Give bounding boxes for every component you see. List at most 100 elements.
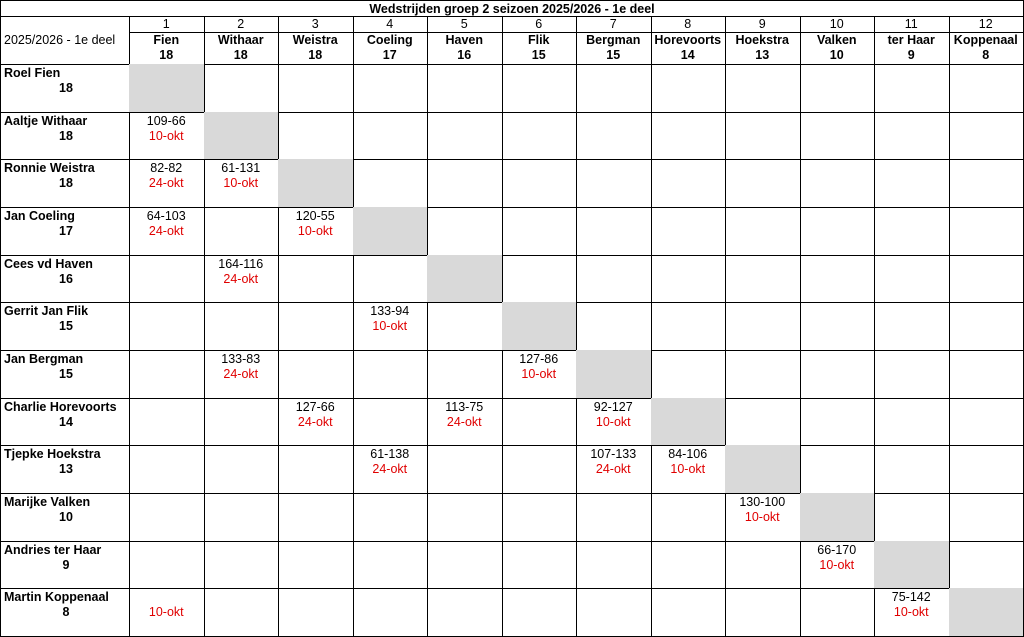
corner-cell: 2025/2026 - 1e deel bbox=[0, 16, 130, 65]
match-cell: 92-127 10-okt bbox=[576, 397, 652, 447]
row-name: Jan Bergman bbox=[4, 352, 84, 366]
diagonal-cell bbox=[352, 207, 428, 256]
match-cell bbox=[799, 445, 875, 494]
diagonal-cell bbox=[278, 159, 354, 208]
match-cell bbox=[576, 540, 652, 590]
match-cell bbox=[799, 207, 875, 256]
match-cell bbox=[948, 111, 1024, 161]
row-name: Gerrit Jan Flik bbox=[4, 304, 89, 319]
match-cell bbox=[799, 302, 875, 351]
match-cell bbox=[874, 111, 950, 161]
match-cell bbox=[129, 540, 205, 590]
row-header-cell: Jan Bergman 15 bbox=[0, 350, 130, 399]
match-cell bbox=[948, 493, 1024, 542]
row-header-cell: Jan Coeling 17 bbox=[0, 207, 130, 256]
match-cell: 107-133 24-okt bbox=[576, 445, 652, 494]
column-score: 9 bbox=[907, 48, 915, 62]
match-cell bbox=[203, 207, 279, 256]
match-cell bbox=[725, 588, 801, 637]
match-cell bbox=[650, 493, 726, 542]
match-cell bbox=[948, 64, 1024, 113]
match-cell bbox=[799, 254, 875, 304]
match-date: 10-okt bbox=[297, 224, 333, 238]
column-number-cell: 1 bbox=[129, 16, 205, 33]
match-cell bbox=[576, 302, 652, 351]
match-cell bbox=[576, 207, 652, 256]
column-name: Weistra bbox=[292, 33, 338, 47]
title-cell: Wedstrijden groep 2 seizoen 2025/2026 - … bbox=[0, 0, 1024, 17]
match-cell bbox=[352, 111, 428, 161]
column-number: 2 bbox=[237, 17, 245, 31]
row-name: Tjepke Hoekstra bbox=[4, 447, 101, 462]
column-number: 7 bbox=[609, 17, 617, 31]
column-number-cell: 7 bbox=[576, 16, 652, 33]
match-cell bbox=[501, 111, 577, 161]
column-number-cell: 8 bbox=[650, 16, 726, 33]
match-cell: 164-116 24-okt bbox=[203, 254, 279, 304]
column-header-cell: ter Haar 9 bbox=[874, 32, 950, 65]
match-cell bbox=[203, 302, 279, 351]
match-date: 24-okt bbox=[148, 176, 184, 191]
diagonal-cell bbox=[501, 302, 577, 351]
diagonal-cell bbox=[725, 445, 801, 494]
column-name: Flik bbox=[527, 33, 550, 47]
title: Wedstrijden groep 2 seizoen 2025/2026 - … bbox=[369, 2, 655, 16]
column-name: Withaar bbox=[217, 33, 264, 47]
match-result: 92-127 bbox=[593, 399, 633, 414]
match-cell bbox=[948, 397, 1024, 447]
match-cell: 133-94 10-okt bbox=[352, 302, 428, 351]
match-result: 130-100 bbox=[739, 495, 786, 509]
column-score: 18 bbox=[233, 48, 248, 62]
match-cell bbox=[874, 397, 950, 447]
column-score: 18 bbox=[159, 48, 174, 62]
column-score: 16 bbox=[457, 48, 472, 62]
match-result: 133-94 bbox=[370, 304, 410, 319]
match-cell bbox=[725, 540, 801, 590]
match-cell bbox=[203, 493, 279, 542]
match-cell bbox=[203, 588, 279, 637]
row-header-cell: Tjepke Hoekstra 13 bbox=[0, 445, 130, 494]
match-cell bbox=[427, 445, 503, 494]
match-result: 61-138 bbox=[370, 447, 410, 462]
column-score: 18 bbox=[308, 48, 323, 62]
match-cell bbox=[352, 540, 428, 590]
match-cell bbox=[352, 350, 428, 399]
row-name: Cees vd Haven bbox=[4, 256, 93, 271]
column-score: 15 bbox=[606, 48, 621, 62]
row-name: Charlie Horevoorts bbox=[4, 399, 117, 414]
match-cell bbox=[874, 254, 950, 304]
match-date: 24-okt bbox=[297, 414, 333, 429]
diagonal-cell bbox=[129, 64, 205, 113]
match-cell bbox=[278, 350, 354, 399]
column-number-cell: 6 bbox=[501, 16, 577, 33]
match-cell bbox=[427, 159, 503, 208]
match-date: 10-okt bbox=[148, 605, 184, 620]
column-number-cell: 3 bbox=[278, 16, 354, 33]
row-score: 18 bbox=[59, 128, 73, 143]
match-cell: 127-66 24-okt bbox=[278, 397, 354, 447]
column-number: 6 bbox=[535, 17, 543, 31]
match-cell bbox=[948, 207, 1024, 256]
match-cell bbox=[427, 588, 503, 637]
column-number-cell: 4 bbox=[352, 16, 428, 33]
match-cell bbox=[650, 159, 726, 208]
match-cell bbox=[650, 207, 726, 256]
match-cell bbox=[278, 111, 354, 161]
match-cell bbox=[427, 302, 503, 351]
match-cell bbox=[203, 397, 279, 447]
match-cell bbox=[874, 207, 950, 256]
match-cell: 130-100 10-okt bbox=[725, 493, 801, 542]
match-cell bbox=[576, 64, 652, 113]
match-cell bbox=[129, 302, 205, 351]
row-header-cell: Andries ter Haar 9 bbox=[0, 540, 130, 590]
match-cell bbox=[650, 64, 726, 113]
match-date: 10-okt bbox=[595, 414, 631, 429]
match-cell bbox=[129, 397, 205, 447]
match-cell bbox=[427, 540, 503, 590]
match-result: 109-66 bbox=[146, 113, 186, 128]
match-cell bbox=[427, 111, 503, 161]
match-cell bbox=[650, 254, 726, 304]
column-header-cell: Withaar 18 bbox=[203, 32, 279, 65]
match-cell bbox=[501, 588, 577, 637]
row-header-cell: Ronnie Weistra 18 bbox=[0, 159, 130, 208]
